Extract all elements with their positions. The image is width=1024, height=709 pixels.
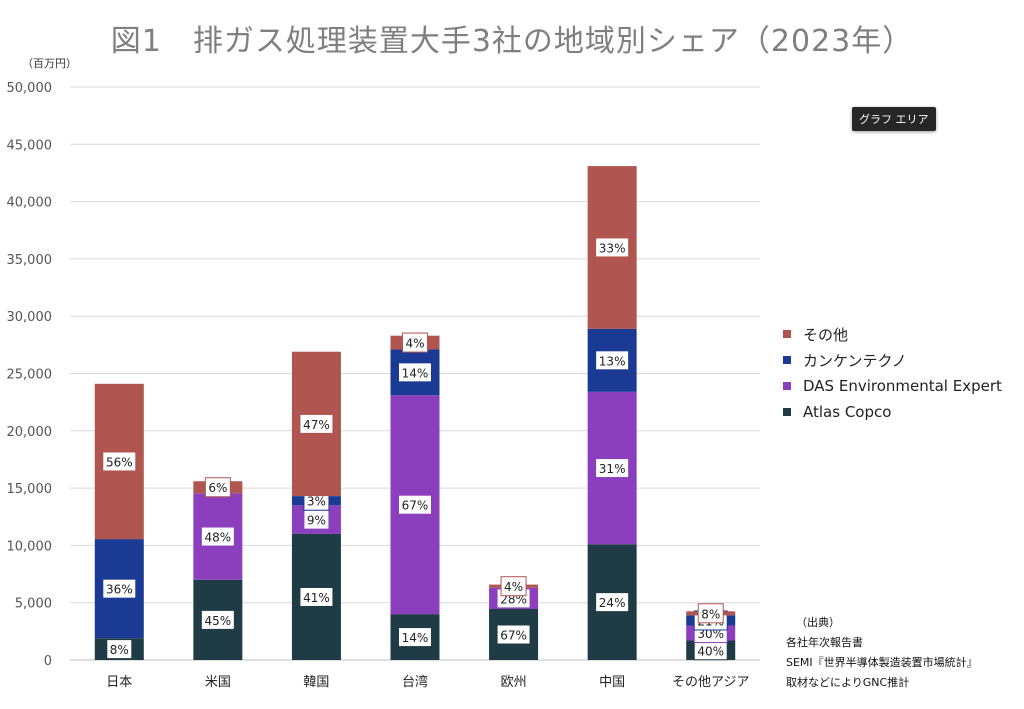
x-tick-label: 中国 (599, 675, 625, 690)
data-label-box (496, 624, 531, 645)
x-tick-label: 日本 (106, 675, 132, 690)
y-tick-label: 45,000 (7, 138, 53, 153)
data-label: 41% (303, 591, 330, 605)
data-label-box (204, 477, 231, 498)
legend-item-sonota[interactable]: その他 (783, 321, 1002, 347)
x-tick-label: 台湾 (402, 674, 428, 690)
legend-swatch-das (783, 382, 791, 390)
data-label-box (200, 526, 235, 547)
data-label-box (595, 592, 630, 613)
chart-legend: その他 カンケンテクノ DAS Environmental Expert Atl… (783, 321, 1002, 425)
data-label-box (398, 627, 432, 648)
data-label-box (398, 494, 432, 515)
data-label-box (299, 586, 334, 607)
data-label: 67% (500, 629, 527, 643)
data-label-box (102, 578, 137, 599)
data-label: 6% (208, 481, 227, 495)
data-label: 36% (106, 583, 133, 597)
legend-label: Atlas Copco (803, 403, 892, 421)
data-label-box (200, 609, 235, 630)
data-label: 45% (205, 614, 232, 628)
legend-swatch-kanken (783, 356, 791, 364)
data-label: 14% (402, 366, 429, 380)
y-tick-label: 15,000 (7, 482, 53, 497)
y-tick-label: 20,000 (7, 425, 53, 440)
data-label: 67% (402, 499, 429, 513)
x-tick-label: 米国 (205, 675, 231, 690)
data-label: 56% (106, 455, 133, 469)
legend-label: DAS Environmental Expert (803, 377, 1002, 395)
legend-label: その他 (803, 325, 849, 344)
source-note: （出典） 各社年次報告書 SEMI『世界半導体製造装置市場統計』 取材などにより… (786, 613, 978, 693)
data-label-box (299, 413, 334, 434)
data-label: 8% (110, 643, 129, 657)
y-tick-label: 30,000 (7, 310, 53, 325)
y-tick-label: 5,000 (15, 597, 52, 612)
data-label: 9% (307, 514, 326, 528)
x-tick-label: 韓国 (303, 675, 329, 690)
data-label: 3% (307, 495, 326, 509)
legend-item-das[interactable]: DAS Environmental Expert (783, 373, 1002, 399)
data-label: 48% (205, 531, 232, 545)
y-tick-label: 40,000 (7, 196, 53, 211)
data-label: 4% (405, 337, 424, 351)
legend-item-atlas[interactable]: Atlas Copco (783, 399, 1002, 425)
legend-swatch-atlas (783, 408, 791, 416)
data-label-box (500, 576, 527, 597)
y-tick-label: 10,000 (7, 539, 53, 554)
source-line: SEMI『世界半導体製造装置市場統計』 (786, 656, 978, 669)
data-label-box (402, 332, 428, 353)
legend-label: カンケンテクノ (803, 351, 907, 370)
y-axis-unit-label: （百万円） (22, 57, 77, 70)
legend-item-kanken[interactable]: カンケンテクノ (783, 347, 1002, 373)
data-label-box (595, 350, 630, 371)
data-label-box (398, 362, 432, 383)
source-line: 各社年次報告書 (786, 636, 863, 649)
source-line: 取材などによりGNC推計 (786, 676, 910, 689)
y-tick-label: 0 (44, 654, 52, 669)
data-label: 24% (599, 596, 626, 610)
y-tick-label: 35,000 (7, 253, 53, 268)
data-label-box (595, 458, 630, 479)
data-label: 14% (402, 631, 429, 645)
data-label-box (102, 451, 137, 472)
data-label: 40% (697, 644, 724, 658)
data-label: 30% (697, 627, 724, 641)
data-label: 13% (599, 354, 626, 368)
source-heading: （出典） (796, 616, 840, 629)
chart-title: 図1 排ガス処理装置大手3社の地域別シェア（2023年） (110, 24, 914, 59)
legend-swatch-sonota (783, 330, 791, 338)
data-label-box (106, 639, 133, 660)
x-tick-label: その他アジア (672, 675, 749, 690)
data-label: 47% (303, 418, 330, 432)
x-tick-label: 欧州 (501, 675, 527, 690)
data-label: 8% (701, 607, 720, 621)
y-tick-label: 25,000 (7, 368, 53, 383)
data-label: 31% (599, 462, 626, 476)
data-label: 4% (504, 580, 523, 594)
y-tick-label: 50,000 (7, 81, 53, 96)
data-label: 33% (599, 241, 626, 255)
chart-area-tooltip: グラフ エリア (852, 107, 936, 131)
data-label-box (697, 603, 724, 624)
data-label-box (595, 237, 630, 258)
